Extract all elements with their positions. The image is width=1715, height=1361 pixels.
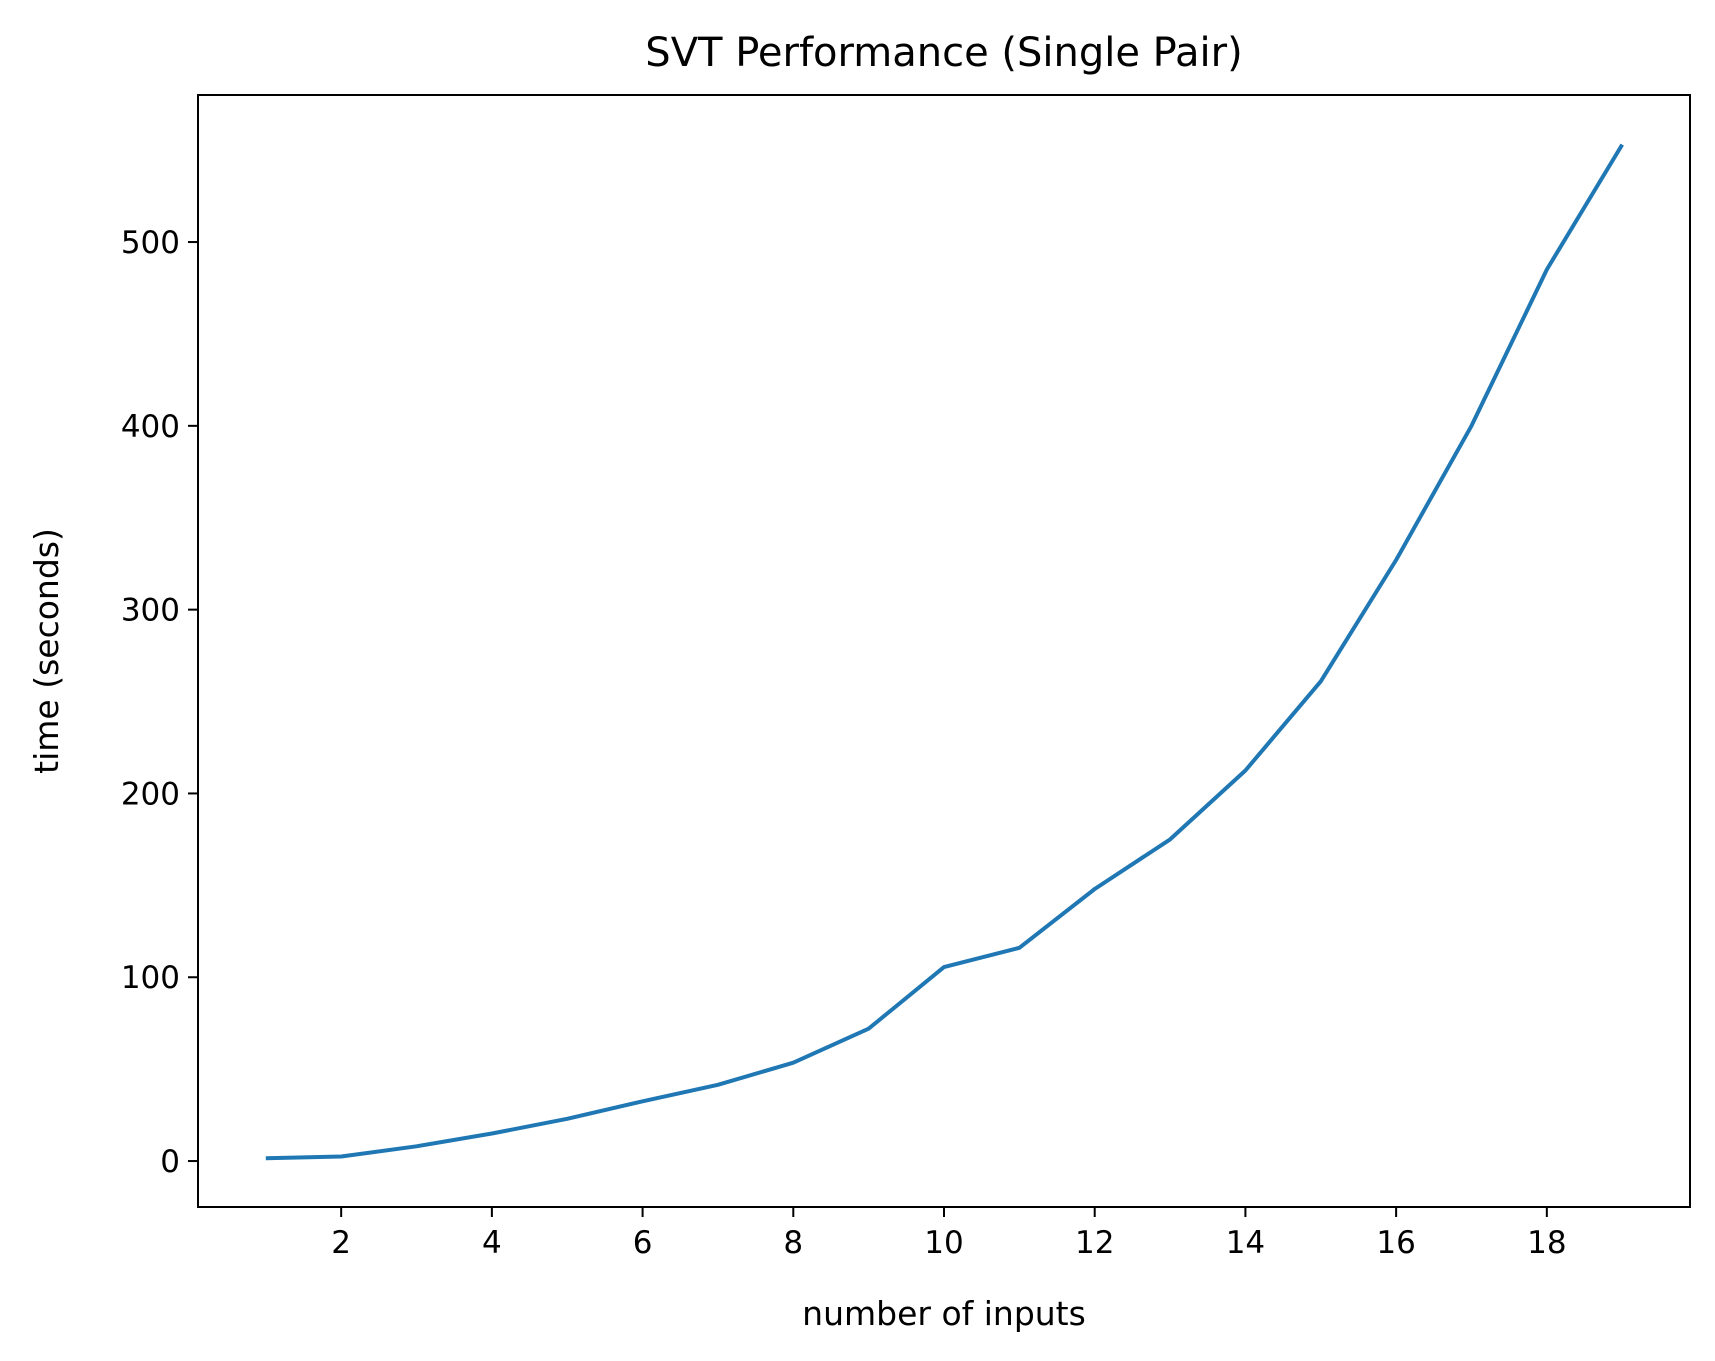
chart-title: SVT Performance (Single Pair) xyxy=(645,30,1242,76)
x-axis-label: number of inputs xyxy=(802,1294,1086,1333)
x-tick-label: 16 xyxy=(1376,1225,1415,1261)
y-tick-label: 0 xyxy=(160,1144,180,1180)
x-tick-label: 8 xyxy=(783,1225,803,1261)
y-tick-label: 500 xyxy=(121,225,180,261)
y-tick-label: 400 xyxy=(121,409,180,445)
x-tick-label: 2 xyxy=(331,1225,351,1261)
x-tick-label: 14 xyxy=(1226,1225,1265,1261)
y-tick-label: 300 xyxy=(121,593,180,629)
series-line xyxy=(265,143,1624,1161)
x-tick-label: 6 xyxy=(633,1225,653,1261)
y-axis-label: time (seconds) xyxy=(27,528,66,774)
x-axis: 2 4 6 8 10 12 14 16 18 xyxy=(331,1207,1567,1261)
plot-area xyxy=(197,94,1691,1208)
y-tick-label: 100 xyxy=(121,960,180,996)
x-tick-label: 10 xyxy=(924,1225,963,1261)
y-tick-label: 200 xyxy=(121,776,180,812)
x-tick-label: 12 xyxy=(1075,1225,1114,1261)
series-layer xyxy=(265,143,1624,1161)
y-axis: 0 100 200 300 400 500 xyxy=(121,225,198,1180)
x-tick-label: 18 xyxy=(1527,1225,1566,1261)
axes-frame xyxy=(197,94,1691,1208)
x-tick-label: 4 xyxy=(482,1225,502,1261)
